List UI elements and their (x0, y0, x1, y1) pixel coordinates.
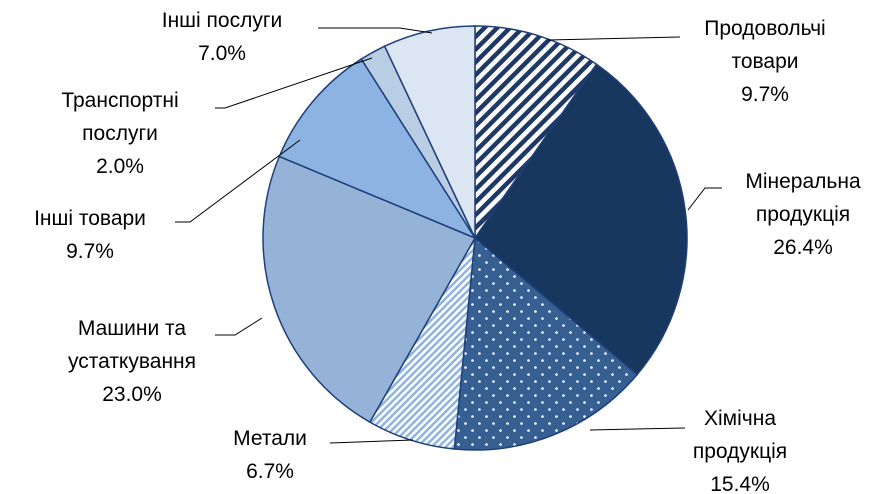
value-label: 9.7% (741, 83, 789, 106)
value-label: 26.4% (773, 236, 833, 259)
leader-line (318, 27, 433, 34)
category-label: Продовольчі товари (704, 17, 826, 73)
value-label: 23.0% (102, 383, 162, 406)
category-label: Транспортні послуги (61, 89, 179, 145)
value-label: 15.4% (710, 473, 770, 494)
category-label: Інші товари (34, 207, 146, 230)
slice-label: Продовольчі товари 9.7% (685, 12, 845, 111)
pie-slice (474, 25, 598, 241)
pie-slice (278, 58, 477, 240)
slice-label: Машини та устаткування 23.0% (52, 312, 212, 411)
pie-slice (383, 25, 476, 239)
category-label: Хімічна продукція (692, 407, 788, 463)
pie-slice (453, 236, 639, 451)
value-label: 6.7% (246, 460, 294, 483)
leader-line (215, 317, 263, 336)
leader-line (589, 427, 686, 431)
leader-line (329, 439, 414, 444)
leader-line (215, 57, 373, 109)
slice-label: Інші товари 9.7% (0, 202, 190, 268)
pie-slice (262, 155, 477, 424)
slice-label: Хімічна продукція 15.4% (668, 402, 813, 494)
slice-label: Транспортні послуги 2.0% (40, 84, 200, 183)
slice-label: Інші послуги 7.0% (122, 4, 322, 70)
category-label: Машини та устаткування (67, 317, 197, 373)
category-label: Мінеральна продукція (745, 170, 861, 226)
slice-label: Метали 6.7% (210, 422, 330, 488)
leader-line (547, 36, 681, 41)
leader-line (175, 139, 301, 223)
category-label: Метали (233, 427, 307, 450)
value-label: 2.0% (96, 155, 144, 178)
value-label: 7.0% (198, 42, 246, 65)
category-label: Інші послуги (161, 9, 283, 32)
slice-label: Мінеральна продукція 26.4% (716, 165, 885, 264)
pie-slice (473, 63, 688, 376)
leader-line (687, 187, 722, 211)
value-label: 9.7% (66, 240, 114, 263)
